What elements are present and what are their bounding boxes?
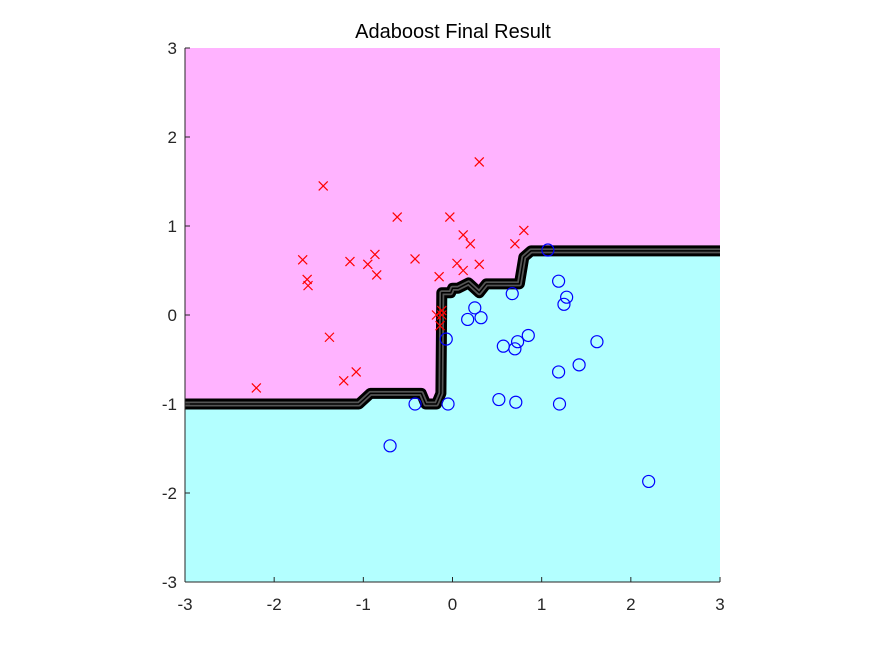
data-point-x (392, 212, 403, 223)
data-point-circle (557, 297, 571, 311)
data-point-circle (468, 301, 482, 315)
data-point-circle (590, 335, 604, 349)
data-point-x (434, 271, 445, 282)
data-point-circle (642, 474, 656, 489)
data-point-x (474, 259, 485, 270)
data-point-circle (508, 342, 522, 356)
data-point-circle (474, 311, 488, 325)
x-tick-label: -1 (356, 595, 371, 614)
data-point-circle (510, 335, 525, 349)
data-point-circle (552, 365, 566, 379)
y-tick-label: 3 (168, 39, 177, 58)
region-lower (185, 250, 720, 583)
data-point-x (452, 258, 462, 269)
data-point-x (458, 265, 469, 276)
x-tick-label: 1 (537, 595, 546, 614)
region-upper (185, 48, 720, 404)
axes: -3 -2 -1 0 1 2 3 -3 -2 -1 0 1 2 3 (162, 39, 725, 614)
data-point-circle (552, 397, 567, 411)
data-point-circle (461, 312, 475, 327)
data-point-circle (509, 395, 523, 409)
data-point-x (458, 229, 469, 240)
data-point-circle (505, 287, 519, 301)
x-tick-label: 2 (626, 595, 635, 614)
data-point-x (474, 156, 485, 167)
chart-title: Adaboost Final Result (355, 21, 551, 43)
x-tick-label: -3 (177, 595, 192, 614)
data-point-x (509, 238, 520, 249)
x-tick-label: 3 (715, 595, 724, 614)
data-point-x (518, 225, 529, 236)
data-point-circle (552, 274, 566, 288)
y-tick-label: -2 (162, 484, 177, 503)
y-tick-label: 0 (168, 306, 177, 325)
data-point-x (362, 259, 373, 270)
decision-boundary-line (185, 250, 720, 405)
data-point-circle (439, 332, 453, 346)
data-point-x (436, 310, 447, 320)
data-point-circle (521, 328, 535, 343)
data-point-x (303, 280, 313, 291)
series-circle-markers (383, 243, 656, 489)
x-tick-label: 0 (448, 595, 457, 614)
data-point-circle (383, 439, 397, 453)
y-tick-label: -3 (162, 573, 177, 592)
data-point-circle (492, 392, 506, 407)
data-point-x (318, 181, 329, 191)
data-point-circle (441, 397, 455, 411)
data-point-x (465, 238, 476, 249)
data-point-circle (560, 290, 574, 304)
x-tick-label: -2 (267, 595, 282, 614)
data-point-x (338, 375, 349, 386)
data-point-x (251, 383, 262, 393)
data-point-circle (572, 358, 586, 372)
data-point-circle (541, 243, 555, 257)
plot-area (185, 48, 720, 583)
y-tick-label: 1 (168, 217, 177, 236)
data-point-x (436, 305, 447, 316)
data-point-x (324, 332, 335, 343)
data-point-circle (408, 397, 422, 411)
series-x-markers (251, 156, 529, 393)
data-point-x (297, 254, 308, 265)
markers (251, 156, 656, 489)
data-point-x (435, 320, 445, 331)
data-point-x (444, 212, 455, 223)
data-point-x (410, 254, 420, 264)
data-point-x (351, 367, 362, 377)
data-point-x (345, 256, 355, 267)
data-point-x (370, 249, 380, 260)
y-tick-label: 2 (168, 128, 177, 147)
y-tick-label: -1 (162, 395, 177, 414)
data-point-x (371, 270, 382, 280)
